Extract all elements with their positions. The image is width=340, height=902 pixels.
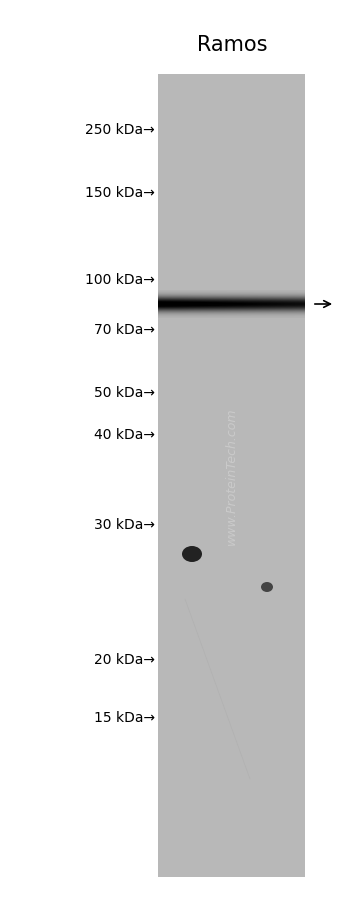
Text: Ramos: Ramos <box>197 35 267 55</box>
Text: 150 kDa→: 150 kDa→ <box>85 186 155 199</box>
Text: 50 kDa→: 50 kDa→ <box>94 385 155 400</box>
Text: 100 kDa→: 100 kDa→ <box>85 272 155 287</box>
Text: 20 kDa→: 20 kDa→ <box>94 652 155 667</box>
Text: 250 kDa→: 250 kDa→ <box>85 123 155 137</box>
Text: www.ProteinTech.com: www.ProteinTech.com <box>225 408 238 545</box>
Text: 40 kDa→: 40 kDa→ <box>94 428 155 441</box>
Text: 70 kDa→: 70 kDa→ <box>94 323 155 336</box>
Text: 15 kDa→: 15 kDa→ <box>94 710 155 724</box>
Ellipse shape <box>261 583 273 593</box>
Bar <box>158 75 305 877</box>
Ellipse shape <box>182 547 202 562</box>
Text: 30 kDa→: 30 kDa→ <box>94 518 155 531</box>
